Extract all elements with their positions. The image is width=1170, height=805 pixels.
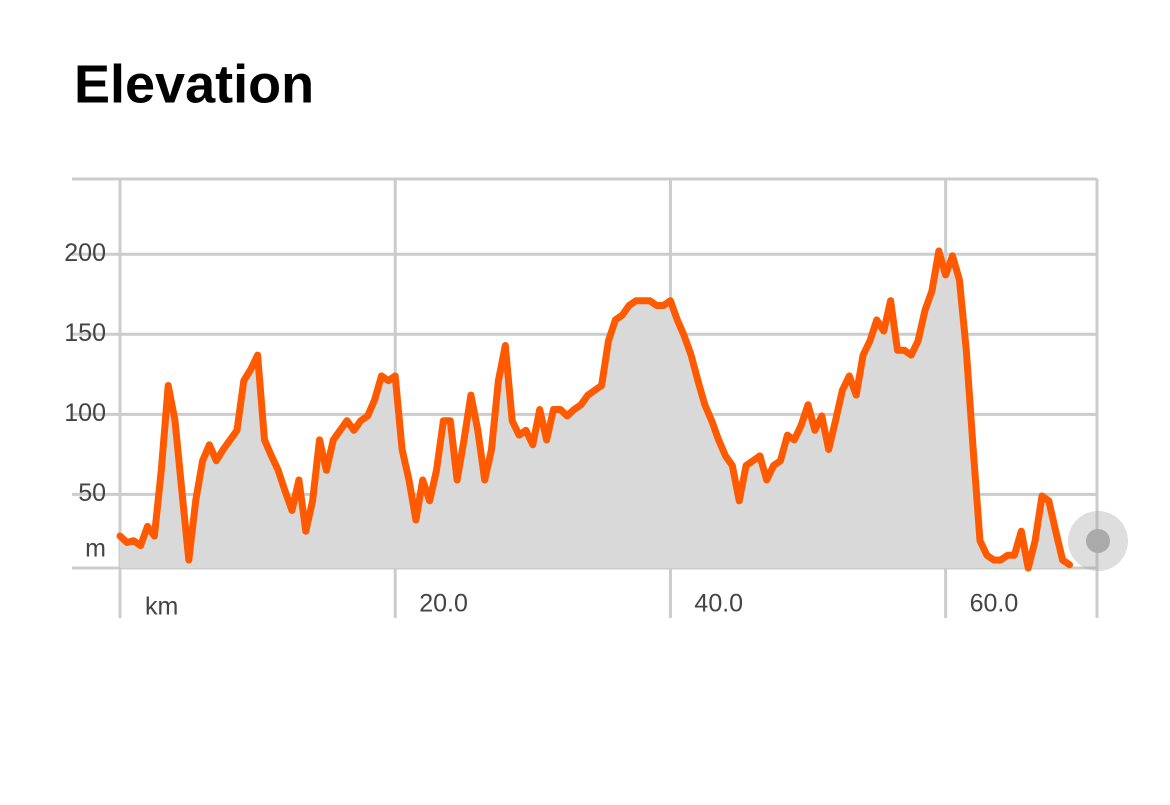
x-tick-label: 60.0 [970,590,1019,618]
x-tick-label: 40.0 [694,590,743,618]
y-tick-label: 100 [64,399,106,427]
y-tick-label: 50 [78,479,106,507]
y-tick-label: 150 [64,319,106,347]
line [116,247,1073,572]
y-axis-label: m [85,535,106,563]
area [120,251,1070,568]
x-axis-label: km [145,593,178,621]
y-tick-label: 200 [64,239,106,267]
chart-title: Elevation [74,54,314,114]
scrubber-dot [1086,529,1110,553]
x-tick-label: 20.0 [419,590,468,618]
